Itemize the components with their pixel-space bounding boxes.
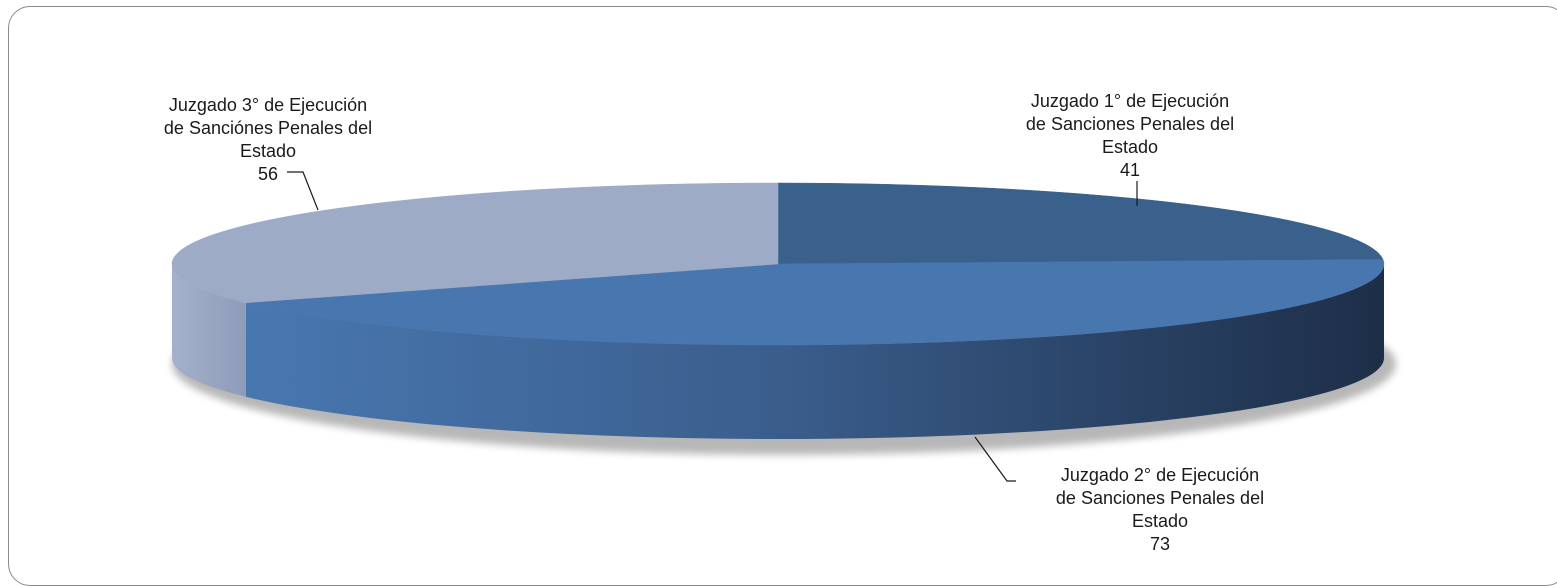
data-label-3: Juzgado 3° de Ejecución de Sanciónes Pena… (164, 95, 372, 184)
slice-label-line: de Sanciones Penales del (1026, 114, 1234, 134)
slice-label-line: Estado (240, 141, 296, 161)
leader-line-2 (974, 436, 1016, 482)
pie-chart: Juzgado 1° de Ejecución de Sanciones Pena… (164, 91, 1396, 554)
data-label-2: Juzgado 2° de Ejecución de Sanciones Pena… (1056, 465, 1264, 554)
slice-label-line: Juzgado 2° de Ejecución (1061, 465, 1259, 485)
slice-value-label: 41 (1120, 160, 1140, 180)
slice-label-line: de Sanciónes Penales del (164, 118, 372, 138)
slice-2 (245, 259, 1385, 346)
slice-value-label: 73 (1150, 534, 1170, 554)
slice-label-line: Estado (1132, 511, 1188, 531)
leader-line-3 (287, 171, 319, 211)
slice-3 (171, 182, 779, 304)
slice-label-line: Juzgado 3° de Ejecución (169, 95, 367, 115)
data-label-1: Juzgado 1° de Ejecución de Sanciones Pena… (1026, 91, 1234, 180)
slice-side-3 (171, 264, 246, 397)
slice-label-line: de Sanciones Penales del (1056, 488, 1264, 508)
slice-1 (777, 182, 1384, 265)
slice-value-label: 56 (258, 164, 278, 184)
slice-label-line: Juzgado 1° de Ejecución (1031, 91, 1229, 111)
slice-side-2 (245, 264, 1384, 440)
slice-label-line: Estado (1102, 137, 1158, 157)
